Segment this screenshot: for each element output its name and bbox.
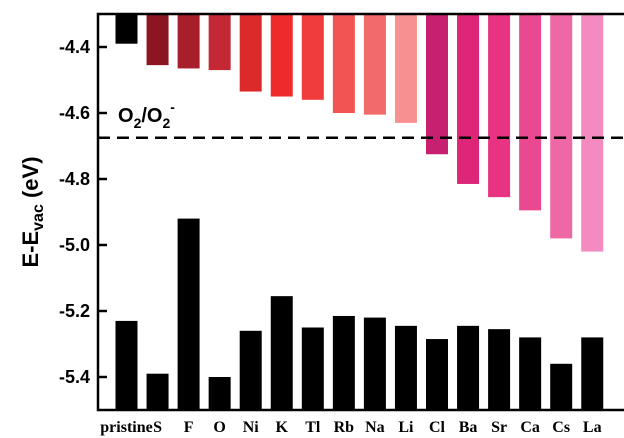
x-tick-label: Ca [520,419,540,436]
bar-top-Ca [519,14,542,211]
bar-top-Rb [332,14,355,113]
bar-bottom-S [146,373,169,410]
bar-bottom-F [177,218,200,410]
bars-top [115,14,604,252]
x-tick-label: Rb [334,419,355,436]
x-tick-label: S [153,419,162,436]
bar-bottom-Ni [239,330,262,410]
x-tick-label: Ba [459,419,478,436]
bar-bottom-O [208,377,231,410]
bars-bottom [115,218,604,410]
x-tick-label: Tl [305,419,321,436]
bar-top-Ni [239,14,262,92]
y-axis-ticks: -5.4 -5.2 -5.0 -4.8 -4.6 -4.4 [59,37,107,387]
x-tick-label: Ni [243,419,260,436]
x-tick-label: Na [365,419,385,436]
bar-bottom-Tl [301,327,324,410]
bar-bottom-Na [363,317,386,410]
bar-bottom-Ba [457,325,480,410]
reference-line-label: O2/O2- [118,99,175,131]
y-tick-label: -5.0 [59,235,90,255]
plot-frame [96,12,624,412]
x-tick-label: F [184,419,194,436]
bar-top-K [270,14,293,97]
y-tick-label: -4.8 [59,169,90,189]
bar-top-Cs [550,14,573,239]
bar-top-La [581,14,604,252]
x-tick-label: Cs [552,419,570,436]
bar-bottom-Sr [488,329,511,410]
bar-top-Li [394,14,417,123]
bar-top-pristine [115,14,138,44]
bar-bottom-La [581,337,604,410]
y-tick-label: -4.6 [59,103,90,123]
bar-top-O [208,14,231,71]
bar-bottom-pristine [115,320,138,410]
bar-top-Cl [426,14,448,155]
y-tick-label: -5.4 [59,367,90,387]
bar-bottom-K [270,296,293,410]
y-axis-title: E-Evac (eV) [18,156,47,267]
x-axis-labels: pristine S F O Ni K Tl Rb Na Li Cl Ba Sr Ca Cs La [100,419,601,436]
bar-top-S [146,14,169,66]
x-tick-label: pristine [100,419,152,436]
bar-bottom-Cs [550,363,573,410]
bar-top-F [177,14,200,69]
bar-bottom-Li [394,325,417,410]
x-tick-label: Cl [429,419,446,436]
x-tick-label: K [276,419,289,436]
bar-bottom-Rb [332,315,355,410]
bar-bottom-Cl [426,339,448,410]
bar-top-Tl [301,14,324,100]
x-tick-label: O [213,419,225,436]
bar-bottom-Ca [519,337,542,410]
bar-top-Ba [457,14,480,184]
y-tick-label: -5.2 [59,301,90,321]
bar-top-Na [363,14,386,115]
x-tick-label: Sr [491,419,507,436]
x-tick-label: Li [398,419,414,436]
y-tick-label: -4.4 [59,37,90,57]
x-tick-label: La [583,419,602,436]
bar-top-Sr [488,14,511,198]
